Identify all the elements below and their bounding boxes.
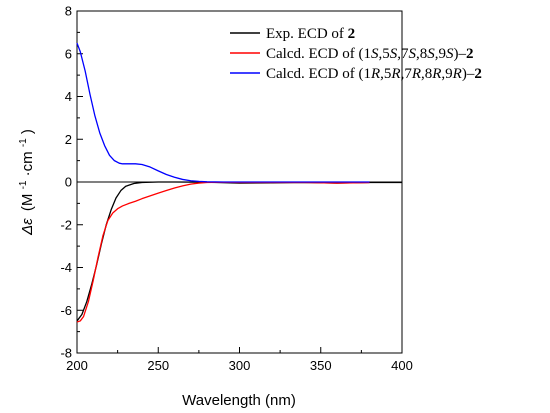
y-axis-units-close: ) <box>19 129 36 134</box>
legend-label-3: Calcd. ECD of (1R,5R,7R,8R,9R)–2 <box>266 66 482 82</box>
legend-label-segment: )– <box>462 66 475 82</box>
y-tick-label: 4 <box>65 89 72 104</box>
y-tick-label: 8 <box>65 4 72 19</box>
legend-label-segment: ,8 <box>416 46 427 62</box>
y-axis-exp2: -1 <box>18 138 29 147</box>
x-tick-label: 300 <box>229 358 251 373</box>
x-tick-label: 400 <box>391 358 413 373</box>
legend-label-segment: 2 <box>474 66 482 82</box>
series-line-1 <box>76 181 402 322</box>
legend-label-segment: ,8 <box>421 66 432 82</box>
y-axis-exp1: -1 <box>18 180 29 189</box>
x-tick-label: 350 <box>310 358 332 373</box>
series-line-3 <box>76 42 370 183</box>
y-tick-label: 2 <box>65 132 72 147</box>
y-tick-label: 0 <box>65 175 72 190</box>
x-tick-label: 250 <box>147 358 169 373</box>
legend-label-segment: S <box>371 46 379 62</box>
y-tick-label: -6 <box>60 303 72 318</box>
legend-label-segment: ,7 <box>397 46 409 62</box>
x-tick-label: 200 <box>66 358 88 373</box>
legend-label-segment: R <box>431 66 441 82</box>
legend-label-segment: ,9 <box>441 66 452 82</box>
legend-label-2: Calcd. ECD of (1S,5S,7S,8S,9S)–2 <box>266 46 473 62</box>
legend-label-segment: S <box>446 46 454 62</box>
y-axis-dot-cm: ·cm <box>19 151 36 176</box>
y-axis-units-open: (M <box>19 194 36 212</box>
y-axis-title: Δε (M -1 ·cm -1 ) <box>13 129 36 236</box>
legend-label-segment: S <box>390 46 398 62</box>
legend-label-segment: ,7 <box>401 66 413 82</box>
series-lines <box>76 42 402 323</box>
legend-label-1: Exp. ECD of 2 <box>266 26 355 42</box>
y-tick-label: 6 <box>65 46 72 61</box>
legend-label-segment: )– <box>453 46 466 62</box>
series-line-2 <box>76 181 370 323</box>
x-axis-title: Wavelength (nm) <box>182 392 296 409</box>
legend-label-segment: S <box>408 46 416 62</box>
legend-label-segment: ,5 <box>378 46 389 62</box>
legend-label-segment: R <box>370 66 380 82</box>
legend-label-segment: Calcd. ECD of (1 <box>266 46 371 62</box>
y-tick-label: -2 <box>60 217 72 232</box>
y-tick-label: -8 <box>60 346 72 361</box>
legend-label-segment: S <box>427 46 435 62</box>
legend-label-segment: R <box>411 66 421 82</box>
legend-label-segment: R <box>390 66 400 82</box>
y-tick-label: -4 <box>60 260 72 275</box>
legend-label-segment: 2 <box>348 26 356 42</box>
axis-ticks: 200 250 300 350 400 -8 -6 -4 -2 0 2 4 6 8 <box>60 4 412 374</box>
legend-label-segment: Calcd. ECD of (1 <box>266 66 371 82</box>
legend-label-segment: R <box>452 66 462 82</box>
y-axis-symbol: Δε <box>19 218 36 236</box>
legend-label-segment: ,9 <box>435 46 446 62</box>
legend-label-segment: 2 <box>466 46 474 62</box>
legend-label-segment: Exp. ECD of <box>266 26 348 42</box>
legend-label-segment: ,5 <box>380 66 391 82</box>
